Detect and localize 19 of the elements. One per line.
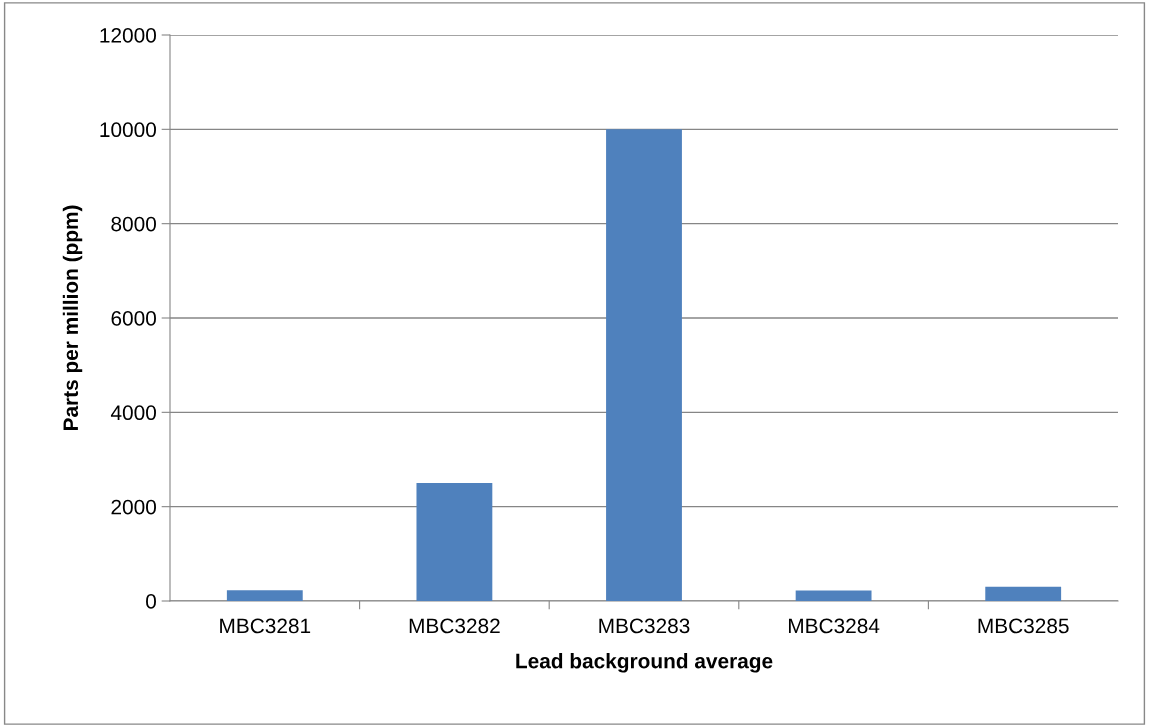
y-axis-title: Parts per million (ppm) (62, 205, 83, 431)
y-tick-label: 6000 (111, 311, 156, 326)
x-axis-title: Lead background average (516, 653, 773, 673)
x-tick-label: MBC3282 (409, 618, 500, 634)
y-tick-label: 4000 (110, 405, 156, 421)
y-tick-label: 12000 (100, 28, 156, 43)
x-tick-label: MBC3284 (788, 618, 880, 634)
y-tick-label: 0 (146, 594, 156, 609)
bar (606, 129, 682, 601)
bar (795, 590, 872, 601)
y-tick-label: 8000 (111, 216, 156, 232)
bar (985, 586, 1062, 601)
y-tick-label: 10000 (100, 122, 156, 138)
bar (416, 483, 493, 601)
bar (226, 590, 303, 601)
y-tick-label: 2000 (111, 499, 156, 515)
x-tick-label: MBC3285 (978, 618, 1069, 634)
x-tick-label: MBC3281 (220, 618, 311, 634)
x-tick-label: MBC3283 (599, 618, 690, 634)
